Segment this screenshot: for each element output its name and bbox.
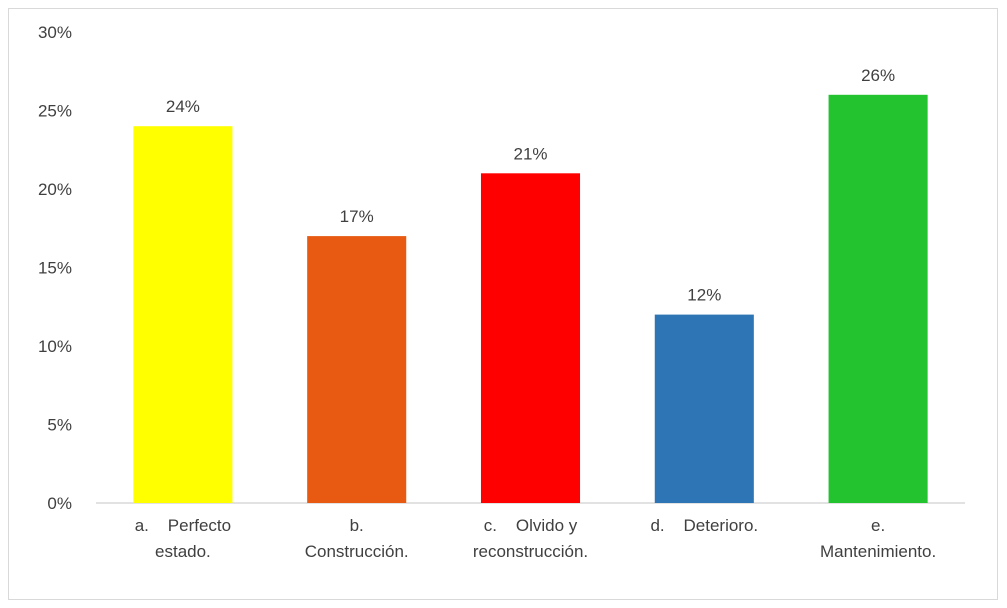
data-label: 17% (340, 207, 374, 226)
category-labels: a. Perfecto estado. b. Construcción. c. Olvi… (135, 516, 937, 561)
category-label: estado. (155, 542, 211, 561)
data-label: 21% (513, 144, 547, 163)
y-tick-label: 0% (47, 494, 72, 513)
y-tick-label: 5% (47, 416, 72, 435)
category-label: a. Perfecto (135, 516, 231, 535)
y-tick-label: 15% (38, 259, 72, 278)
y-tick-label: 20% (38, 180, 72, 199)
bar (307, 236, 407, 503)
y-tick-label: 25% (38, 102, 72, 121)
y-tick-label: 10% (38, 337, 72, 356)
data-labels: 24% 17% 21% 12% 26% (166, 66, 895, 305)
category-label: e. (871, 516, 885, 535)
bars (133, 94, 928, 504)
category-label: c. Olvido y (484, 516, 578, 535)
category-label: d. Deterioro. (650, 516, 758, 535)
y-axis: 0% 5% 10% 15% 20% 25% 30% (38, 23, 72, 513)
bar (480, 173, 581, 504)
data-label: 24% (166, 97, 200, 116)
category-label: Mantenimiento. (820, 542, 936, 561)
category-label: Construcción. (305, 542, 409, 561)
bar (654, 314, 754, 503)
category-label: b. (350, 516, 364, 535)
data-label: 26% (861, 66, 895, 85)
data-label: 12% (687, 286, 721, 305)
y-tick-label: 30% (38, 23, 72, 42)
bar (133, 126, 233, 503)
bar (828, 94, 928, 504)
category-label: reconstrucción. (473, 542, 588, 561)
